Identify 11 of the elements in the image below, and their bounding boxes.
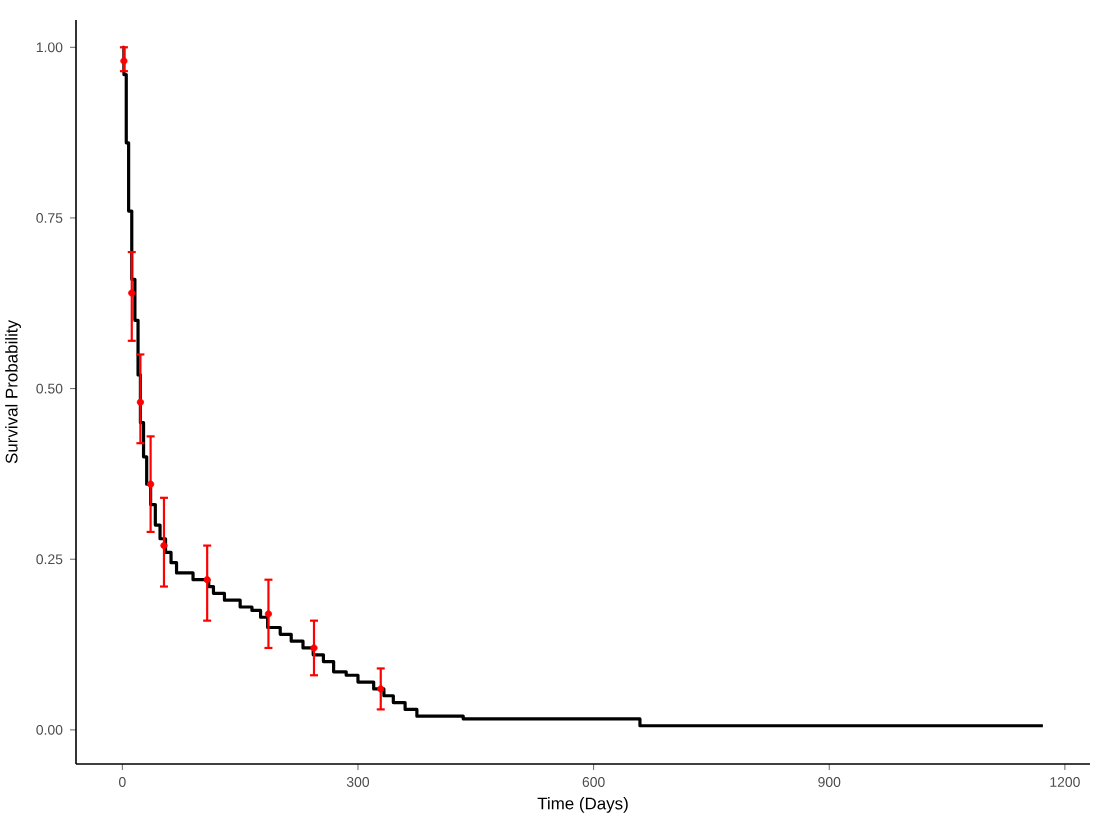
point — [310, 644, 318, 652]
point — [128, 289, 136, 297]
x-axis-title: Time (Days) — [537, 797, 628, 813]
point — [264, 610, 273, 618]
point — [120, 57, 128, 65]
point — [160, 541, 168, 550]
point — [136, 398, 145, 406]
y-axis-title: Survival Probability — [5, 320, 21, 464]
point — [147, 480, 155, 488]
point — [203, 576, 211, 584]
point — [377, 685, 385, 693]
